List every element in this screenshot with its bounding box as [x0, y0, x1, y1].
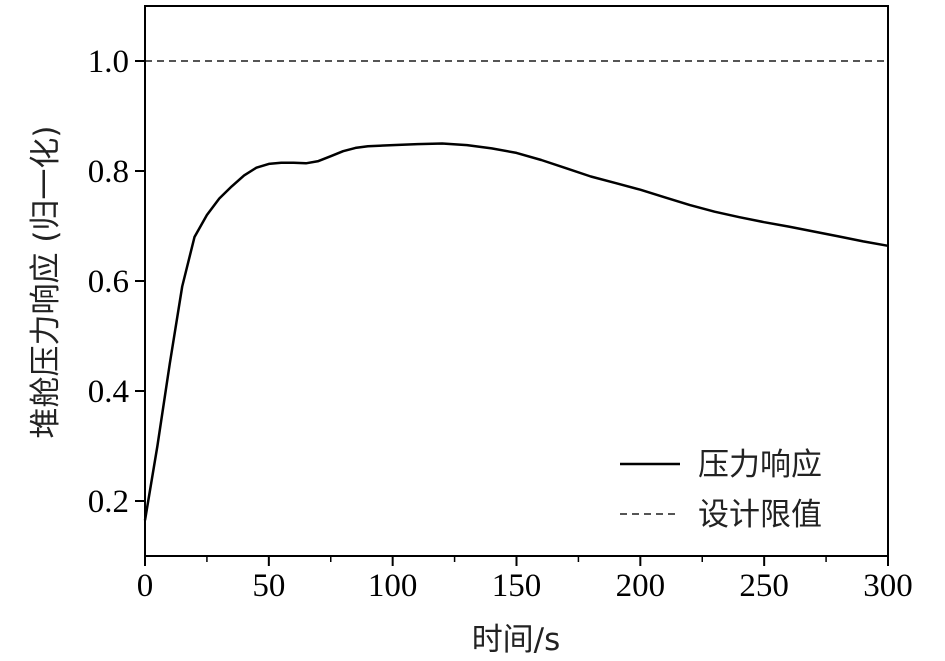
- x-tick-label-0: 0: [137, 568, 154, 604]
- legend-label-limit: 设计限值: [698, 497, 822, 533]
- x-tick-label-150: 150: [492, 568, 542, 604]
- legend-label-response: 压力响应: [698, 447, 822, 483]
- legend: 压力响应 设计限值: [620, 447, 822, 533]
- y-tick-label-0.6: 0.6: [88, 264, 129, 300]
- x-tick-label-200: 200: [616, 568, 666, 604]
- x-tick-label-250: 250: [739, 568, 789, 604]
- x-tick-label-100: 100: [368, 568, 418, 604]
- y-tick-label-0.8: 0.8: [88, 154, 129, 190]
- y-tick-label-0.2: 0.2: [88, 484, 129, 520]
- y-tick-label-0.4: 0.4: [88, 374, 129, 410]
- y-tick-label-1.0: 1.0: [88, 44, 129, 80]
- series-line-1: [143, 142, 889, 521]
- plot-layer: 0 50 100 150 200 250 300 0.2 0.4 0.6 0.8 1.0: [88, 5, 913, 604]
- x-tick-label-300: 300: [863, 568, 913, 604]
- x-tick-label-50: 50: [252, 568, 285, 604]
- x-axis-title: 时间/s: [472, 622, 561, 658]
- y-axis-title: 堆舱压力响应 (归一化): [28, 125, 64, 438]
